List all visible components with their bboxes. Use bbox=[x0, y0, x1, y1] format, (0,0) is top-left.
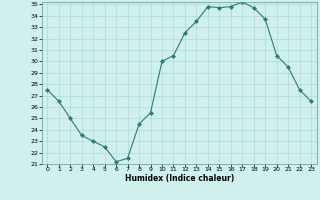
X-axis label: Humidex (Indice chaleur): Humidex (Indice chaleur) bbox=[124, 174, 234, 183]
